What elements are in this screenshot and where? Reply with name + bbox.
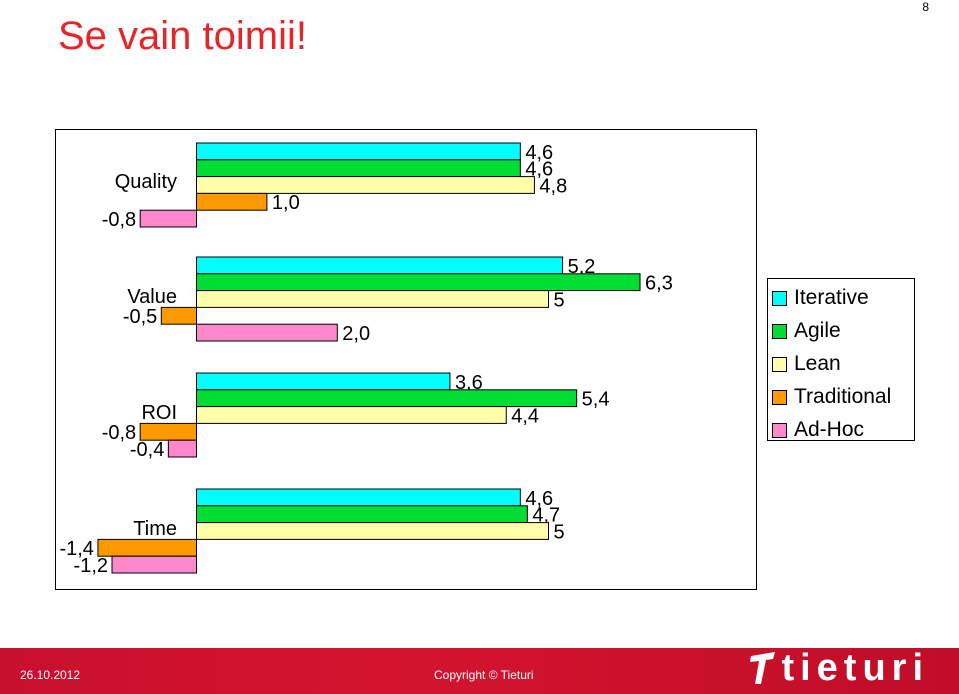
- logo-mark-icon: [750, 652, 776, 684]
- bar-iterative-value: [196, 256, 564, 275]
- legend-item-agile: Agile: [772, 318, 841, 344]
- bar-ad-hoc-time: [111, 555, 197, 574]
- bar-iterative-time: [196, 488, 521, 507]
- legend-swatch-iterative: [772, 290, 787, 306]
- chart-legend: Iterative Agile Lean Traditional Ad-Hoc: [767, 278, 915, 441]
- company-logo: tieturi: [749, 645, 929, 691]
- bar-agile-roi: [196, 389, 578, 408]
- data-label-ad-hoc-time: -1,2: [74, 555, 108, 577]
- legend-label-agile: Agile: [794, 319, 841, 342]
- footer-copyright: Copyright © Tieturi: [434, 668, 534, 682]
- bar-agile-value: [196, 273, 641, 292]
- data-label-agile-roi: 5,4: [582, 389, 610, 411]
- chart-frame: [55, 129, 757, 590]
- bar-traditional-quality: [196, 192, 268, 211]
- bar-iterative-quality: [196, 142, 521, 161]
- legend-item-lean: Lean: [772, 351, 841, 377]
- legend-swatch-lean: [772, 356, 787, 372]
- bar-ad-hoc-quality: [139, 209, 197, 228]
- bar-traditional-roi: [139, 422, 197, 441]
- legend-item-iterative: Iterative: [772, 285, 869, 311]
- legend-item-traditional: Traditional: [772, 384, 891, 410]
- data-label-ad-hoc-value: 2,0: [342, 323, 370, 345]
- data-label-iterative-roi: 3,6: [455, 372, 483, 394]
- data-label-iterative-time: 4,6: [525, 488, 553, 510]
- bar-iterative-roi: [196, 372, 451, 391]
- data-label-lean-quality: 4,8: [539, 175, 567, 197]
- data-label-iterative-quality: 4,6: [525, 142, 553, 164]
- data-label-agile-time: 4,7: [532, 505, 560, 527]
- legend-label-iterative: Iterative: [794, 286, 869, 309]
- category-label-quality: Quality: [115, 171, 177, 193]
- data-label-ad-hoc-roi: -0,4: [130, 439, 164, 461]
- data-label-traditional-quality: 1,0: [272, 192, 300, 214]
- page-number: 8: [922, 0, 929, 14]
- data-label-iterative-value: 5,2: [568, 256, 596, 278]
- bar-lean-quality: [196, 176, 535, 194]
- data-label-traditional-roi: -0,8: [102, 422, 136, 444]
- bar-lean-roi: [196, 406, 507, 424]
- category-label-value: Value: [127, 286, 177, 308]
- data-label-traditional-time: -1,4: [59, 538, 93, 560]
- bar-agile-time: [196, 505, 528, 524]
- footer-bar: 26.10.2012 Copyright © Tieturi tieturi: [0, 645, 959, 694]
- bar-ad-hoc-roi: [167, 439, 197, 458]
- category-label-time: Time: [133, 518, 177, 540]
- bar-traditional-time: [97, 538, 197, 557]
- legend-swatch-ad-hoc: [772, 422, 787, 438]
- bar-traditional-value: [160, 306, 198, 325]
- slide-title: Se vain toimii!: [58, 14, 307, 58]
- bar-agile-quality: [196, 159, 521, 178]
- data-label-lean-value: 5: [554, 289, 565, 311]
- legend-swatch-traditional: [772, 389, 787, 405]
- bar-lean-value: [196, 290, 549, 308]
- logo-text: tieturi: [781, 646, 929, 689]
- legend-label-lean: Lean: [794, 352, 841, 375]
- legend-item-ad-hoc: Ad-Hoc: [772, 417, 864, 443]
- bar-ad-hoc-value: [196, 323, 338, 342]
- data-label-agile-value: 6,3: [645, 273, 673, 295]
- data-label-lean-time: 5: [554, 521, 565, 543]
- data-label-ad-hoc-quality: -0,8: [102, 209, 136, 231]
- data-label-lean-roi: 4,4: [511, 405, 539, 427]
- legend-label-ad-hoc: Ad-Hoc: [794, 418, 865, 441]
- data-label-agile-quality: 4,6: [525, 159, 553, 181]
- legend-swatch-agile: [772, 323, 787, 339]
- legend-label-traditional: Traditional: [794, 385, 892, 408]
- bar-lean-time: [196, 522, 549, 540]
- category-label-roi: ROI: [141, 402, 177, 424]
- data-label-traditional-value: -0,5: [123, 306, 157, 328]
- footer-date: 26.10.2012: [20, 668, 81, 682]
